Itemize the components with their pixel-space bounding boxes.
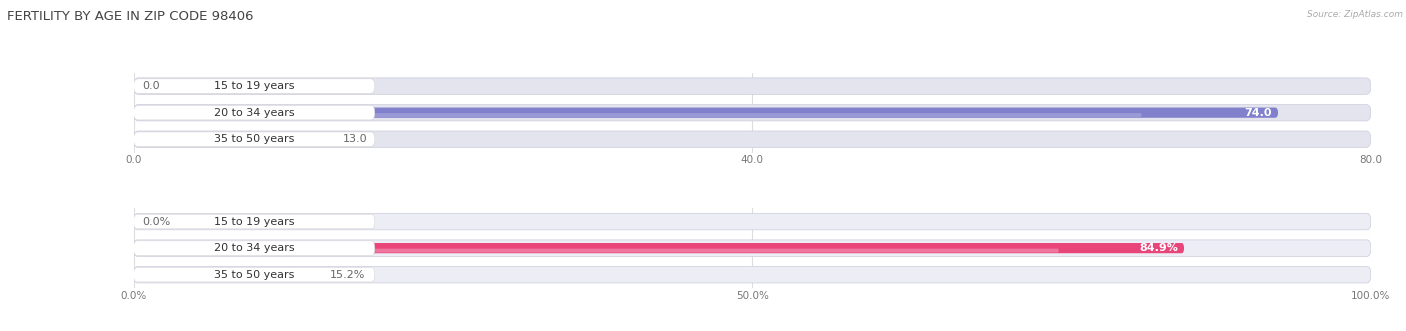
Text: 15 to 19 years: 15 to 19 years [214,81,294,91]
Text: Source: ZipAtlas.com: Source: ZipAtlas.com [1308,10,1403,19]
FancyBboxPatch shape [134,269,322,280]
FancyBboxPatch shape [134,134,335,144]
FancyBboxPatch shape [134,104,1371,121]
FancyBboxPatch shape [134,243,1184,253]
FancyBboxPatch shape [135,249,1059,253]
Text: 20 to 34 years: 20 to 34 years [214,243,294,253]
Text: 35 to 50 years: 35 to 50 years [214,270,294,280]
Text: 0.0: 0.0 [142,81,160,91]
FancyBboxPatch shape [134,267,375,282]
FancyBboxPatch shape [134,213,1371,230]
FancyBboxPatch shape [134,105,375,120]
FancyBboxPatch shape [135,275,299,279]
Text: 20 to 34 years: 20 to 34 years [214,108,294,118]
Text: FERTILITY BY AGE IN ZIP CODE 98406: FERTILITY BY AGE IN ZIP CODE 98406 [7,10,253,23]
Text: 15.2%: 15.2% [330,270,366,280]
Text: 15 to 19 years: 15 to 19 years [214,216,294,226]
FancyBboxPatch shape [135,113,1142,117]
FancyBboxPatch shape [134,240,1371,257]
Text: 74.0: 74.0 [1244,108,1272,118]
FancyBboxPatch shape [134,214,375,229]
FancyBboxPatch shape [134,108,1278,118]
Text: 84.9%: 84.9% [1139,243,1178,253]
FancyBboxPatch shape [134,241,375,256]
FancyBboxPatch shape [135,140,311,144]
Text: 0.0%: 0.0% [142,216,170,226]
FancyBboxPatch shape [134,131,1371,147]
FancyBboxPatch shape [134,266,1371,283]
FancyBboxPatch shape [134,78,1371,94]
Text: 35 to 50 years: 35 to 50 years [214,134,294,144]
Text: 13.0: 13.0 [343,134,368,144]
FancyBboxPatch shape [134,132,375,147]
FancyBboxPatch shape [134,79,375,93]
